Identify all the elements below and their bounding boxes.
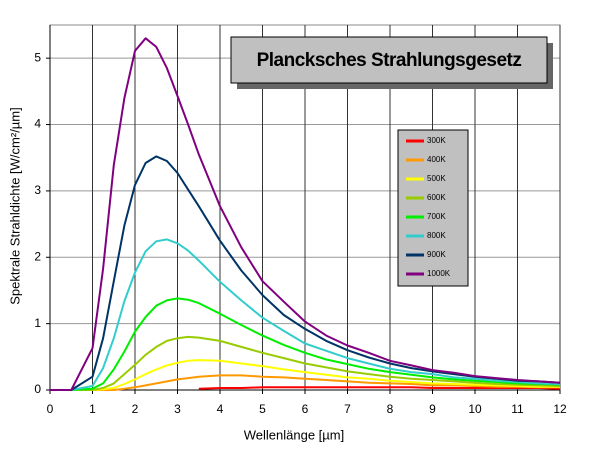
x-tick-label: 5 <box>259 402 266 416</box>
x-tick-label: 6 <box>302 402 309 416</box>
series-line <box>50 335 561 391</box>
x-tick-label: 2 <box>132 402 139 416</box>
y-tick-label: 0 <box>34 382 41 396</box>
x-tick-label: 7 <box>344 402 351 416</box>
chart-title: Plancksches Strahlungsgesetz <box>257 50 522 71</box>
series-line <box>198 386 561 390</box>
x-tick-label: 0 <box>47 402 54 416</box>
legend-label: 300K <box>427 136 446 145</box>
legend-label: 500K <box>427 174 446 183</box>
y-axis-label: Spektrale Strahldichte [W/cm²/µm] <box>7 107 22 305</box>
title-box <box>230 36 548 84</box>
legend-label: 800K <box>427 231 446 240</box>
y-tick-label: 5 <box>34 50 41 64</box>
x-tick-label: 4 <box>217 402 224 416</box>
y-tick-label: 4 <box>34 117 41 131</box>
x-tick-label: 11 <box>511 402 524 416</box>
y-tick-label: 2 <box>34 249 41 263</box>
series-line <box>50 155 561 391</box>
x-tick-label: 12 <box>553 402 567 416</box>
x-tick-label: 1 <box>89 402 96 416</box>
x-tick-label: 8 <box>387 402 394 416</box>
legend-label: 1000K <box>427 269 451 278</box>
legend-box <box>397 129 469 287</box>
series-line <box>50 238 561 391</box>
x-axis-label: Wellenlänge [µm] <box>244 427 344 442</box>
legend-label: 700K <box>427 212 446 221</box>
series-line <box>50 297 561 391</box>
y-tick-label: 3 <box>34 183 41 197</box>
legend-label: 400K <box>427 155 446 164</box>
legend-label: 600K <box>427 193 446 202</box>
series-line <box>50 37 561 391</box>
series-line <box>50 359 560 391</box>
x-tick-label: 3 <box>174 402 181 416</box>
series-line <box>50 374 560 391</box>
x-tick-label: 9 <box>429 402 436 416</box>
legend-label: 900K <box>427 250 446 259</box>
y-tick-label: 1 <box>34 316 41 330</box>
x-tick-label: 10 <box>468 402 482 416</box>
